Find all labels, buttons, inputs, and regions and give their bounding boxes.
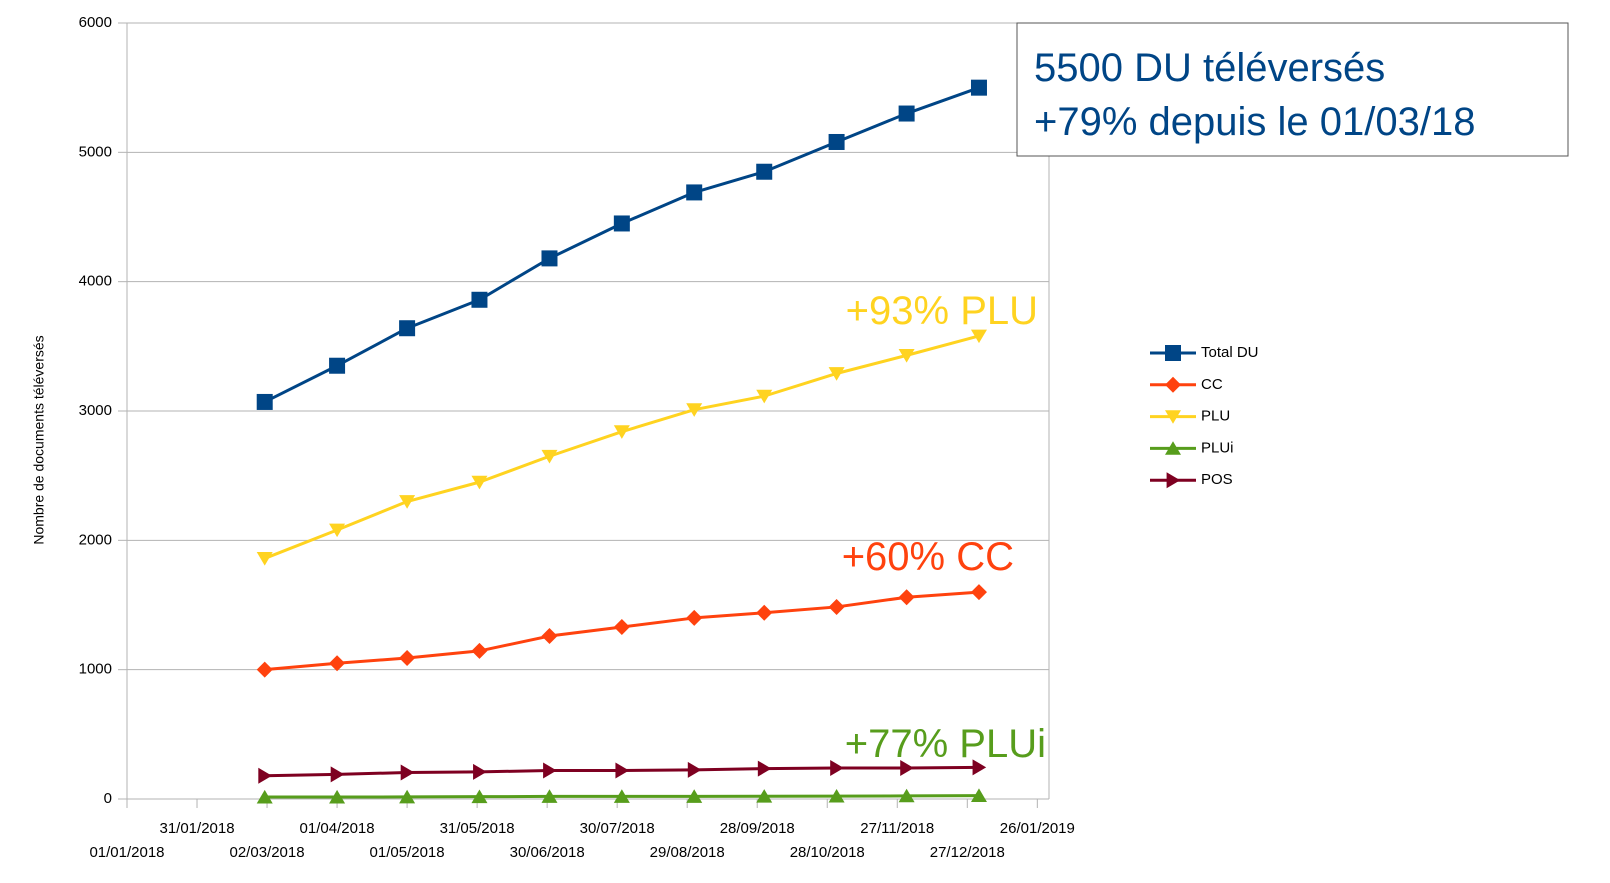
marker — [399, 650, 416, 667]
annotation: +77% PLUi — [845, 722, 1046, 766]
x-tick-label: 01/05/2018 — [370, 844, 445, 861]
y-tick-label: 6000 — [79, 14, 112, 31]
x-tick-label: 30/06/2018 — [510, 844, 585, 861]
marker — [828, 788, 845, 803]
x-tick-label: 30/07/2018 — [580, 820, 655, 837]
marker — [615, 762, 630, 779]
legend-marker — [1165, 345, 1181, 361]
x-tick-label: 02/03/2018 — [230, 844, 305, 861]
y-tick-label: 5000 — [79, 143, 112, 160]
y-axis-label: Nombre de documents téléversés — [31, 335, 47, 544]
marker — [541, 449, 558, 464]
y-tick-label: 0 — [104, 790, 112, 807]
legend-label: PLUi — [1201, 439, 1234, 456]
marker — [972, 759, 987, 776]
marker — [828, 367, 845, 381]
marker — [256, 789, 273, 804]
y-tick-label: 2000 — [79, 531, 112, 548]
marker — [686, 609, 703, 626]
marker — [756, 163, 773, 180]
annotation: +93% PLU — [846, 289, 1038, 333]
marker — [256, 661, 273, 678]
legend-marker — [1165, 410, 1181, 424]
marker — [970, 329, 987, 344]
marker — [471, 475, 488, 490]
marker — [613, 215, 630, 232]
x-tick-label: 27/12/2018 — [930, 844, 1005, 861]
y-tick-label: 3000 — [79, 402, 112, 419]
marker — [830, 759, 844, 776]
marker — [970, 788, 987, 803]
marker — [828, 133, 845, 150]
x-tick-label: 27/11/2018 — [860, 820, 934, 837]
marker — [686, 403, 703, 417]
marker — [613, 618, 630, 635]
marker — [970, 79, 987, 96]
marker — [898, 105, 915, 122]
x-tick-label: 01/04/2018 — [300, 820, 375, 837]
marker — [687, 761, 702, 778]
marker — [473, 763, 487, 780]
marker — [756, 789, 773, 803]
x-tick-label: 26/01/2019 — [1000, 820, 1075, 837]
y-tick-label: 1000 — [79, 661, 112, 678]
annotation-box — [1016, 22, 1569, 157]
marker — [330, 766, 345, 783]
marker — [543, 762, 557, 779]
marker — [329, 523, 346, 538]
legend-label: CC — [1201, 376, 1223, 393]
marker — [898, 348, 915, 363]
marker — [399, 320, 416, 337]
marker — [828, 598, 845, 615]
annotation: +60% CC — [842, 535, 1014, 579]
annotation: 5500 DU téléversés — [1034, 46, 1385, 90]
series-line — [264, 334, 980, 560]
x-tick-label: 28/10/2018 — [790, 844, 865, 861]
marker — [541, 628, 558, 645]
marker — [613, 425, 630, 439]
marker — [970, 584, 987, 601]
marker — [686, 789, 703, 803]
x-tick-label: 31/01/2018 — [159, 820, 234, 837]
marker — [399, 495, 416, 509]
series-line — [264, 86, 980, 404]
marker — [757, 760, 772, 777]
marker — [613, 789, 630, 803]
legend-label: POS — [1201, 471, 1233, 488]
x-tick-label: 28/09/2018 — [720, 820, 795, 837]
legend-label: Total DU — [1201, 344, 1259, 361]
annotation: +79% depuis le 01/03/18 — [1034, 100, 1475, 144]
marker — [900, 759, 914, 776]
x-tick-label: 29/08/2018 — [650, 844, 725, 861]
x-tick-label: 01/01/2018 — [89, 844, 164, 861]
x-tick-label: 31/05/2018 — [440, 820, 515, 837]
marker — [541, 789, 558, 803]
marker — [898, 788, 915, 803]
marker — [471, 642, 488, 659]
marker — [898, 589, 915, 606]
legend-marker — [1165, 376, 1181, 393]
y-tick-label: 4000 — [79, 273, 112, 290]
legend-label: PLU — [1201, 408, 1230, 425]
marker — [756, 389, 773, 404]
marker — [329, 789, 346, 804]
legend-marker — [1166, 472, 1181, 489]
marker — [399, 789, 416, 804]
marker — [686, 184, 703, 201]
marker — [329, 357, 346, 374]
marker — [256, 552, 273, 566]
marker — [329, 655, 346, 672]
marker — [400, 764, 415, 781]
marker — [471, 291, 488, 308]
marker — [541, 250, 558, 267]
marker — [258, 767, 272, 784]
legend-marker — [1165, 441, 1181, 455]
marker — [471, 789, 488, 804]
marker — [256, 393, 273, 410]
marker — [756, 604, 773, 621]
